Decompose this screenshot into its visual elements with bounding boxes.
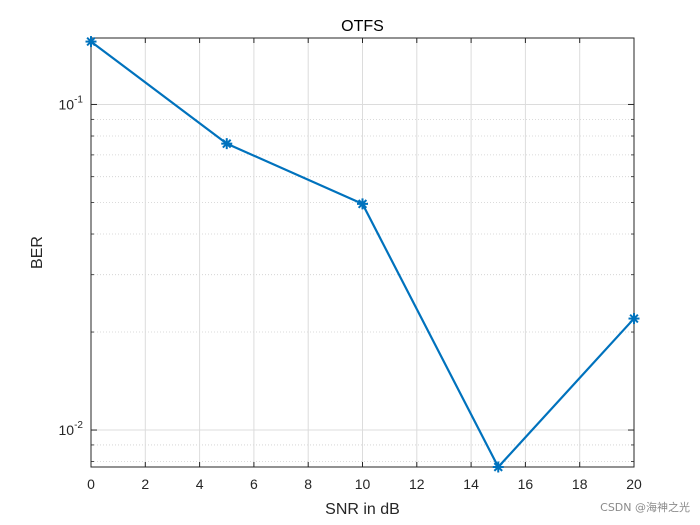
data-point-marker xyxy=(492,461,504,473)
y-tick-label: 10-1 xyxy=(59,94,84,112)
watermark: CSDN @海神之光 xyxy=(600,501,690,514)
x-tick-label: 2 xyxy=(141,476,149,492)
x-tick-label: 16 xyxy=(518,476,534,492)
x-tick-label: 18 xyxy=(572,476,588,492)
data-point-marker xyxy=(357,198,368,210)
series-layer xyxy=(85,36,640,473)
chart-title: OTFS xyxy=(341,18,384,35)
data-point-marker xyxy=(85,36,97,48)
y-tick-label: 10-2 xyxy=(59,420,84,438)
tick-marks xyxy=(90,38,635,467)
x-tick-labels: 0 2 4 6 8 10 12 14 16 18 20 xyxy=(87,476,642,492)
x-tick-label: 10 xyxy=(355,476,371,492)
x-tick-label: 0 xyxy=(87,476,95,492)
data-point-marker xyxy=(221,138,233,150)
minor-grid xyxy=(91,118,634,462)
x-tick-label: 14 xyxy=(463,476,479,492)
x-tick-label: 12 xyxy=(409,476,425,492)
x-tick-label: 6 xyxy=(250,476,258,492)
x-tick-label: 8 xyxy=(304,476,312,492)
x-tick-label: 20 xyxy=(626,476,642,492)
data-point-marker xyxy=(628,313,640,325)
y-tick-labels: 10-2 10-1 xyxy=(59,94,84,438)
major-grid xyxy=(91,38,634,467)
y-axis-label: BER xyxy=(29,236,46,269)
x-axis-label: SNR in dB xyxy=(325,501,400,518)
x-tick-label: 4 xyxy=(196,476,204,492)
